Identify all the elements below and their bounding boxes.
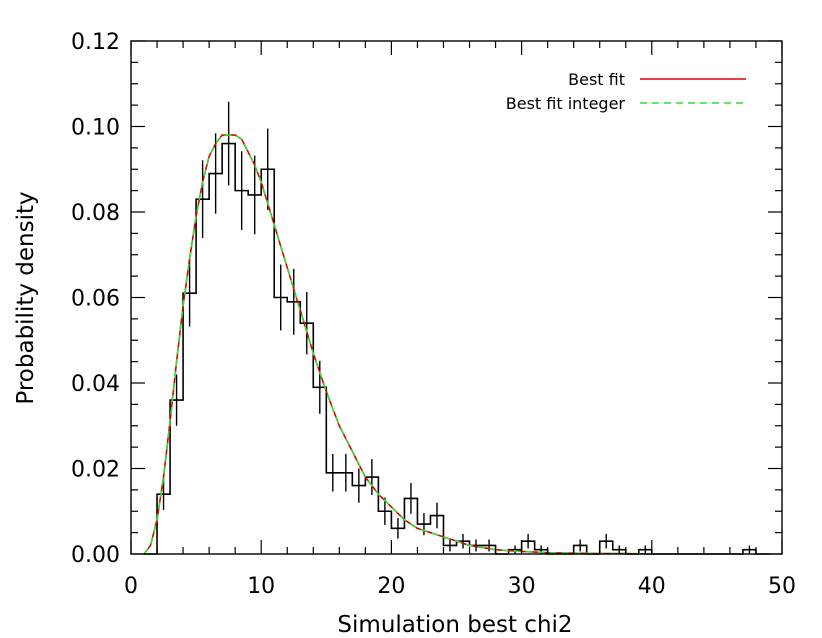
x-tick-label: 20: [377, 574, 405, 599]
x-tick-label: 30: [508, 574, 536, 599]
histogram-bin: [183, 293, 196, 554]
histogram-bin: [209, 174, 222, 554]
y-tick-label: 0.10: [71, 116, 120, 141]
y-tick-label: 0.00: [71, 543, 120, 568]
histogram-bin: [261, 169, 274, 554]
y-tick-label: 0.12: [71, 30, 120, 55]
x-tick-label: 0: [124, 574, 138, 599]
x-tick-label: 10: [247, 574, 275, 599]
y-tick-label: 0.04: [71, 372, 120, 397]
y-axis-title: Probability density: [13, 191, 39, 404]
x-axis-title: Simulation best chi2: [337, 612, 572, 638]
legend: Best fit Best fit integer: [506, 70, 746, 113]
histogram-bin: [248, 195, 261, 554]
x-tick-label: 50: [768, 574, 796, 599]
axes: [130, 40, 783, 555]
error-bars: [162, 101, 751, 554]
fit-curves: [143, 134, 652, 555]
y-tick-label: 0.02: [71, 458, 120, 483]
y-tick-label: 0.06: [71, 287, 120, 312]
legend-label-best-fit-integer: Best fit integer: [506, 94, 626, 113]
histogram-bin: [235, 191, 248, 554]
histogram-bin: [274, 298, 287, 555]
histogram-bin: [222, 144, 235, 554]
y-tick-label: 0.08: [71, 201, 120, 226]
histogram: [144, 142, 769, 555]
legend-label-best-fit: Best fit: [568, 70, 625, 89]
best-fit-integer-line: [143, 134, 652, 555]
histogram-bin: [300, 323, 313, 554]
histogram-bin: [196, 199, 209, 554]
tick-labels: 0 10 20 30 40 50 0.00 0.02 0.04 0.06 0.08 0.10 0.12: [71, 30, 796, 599]
histogram-bin: [287, 302, 300, 554]
x-tick-label: 40: [638, 574, 666, 599]
